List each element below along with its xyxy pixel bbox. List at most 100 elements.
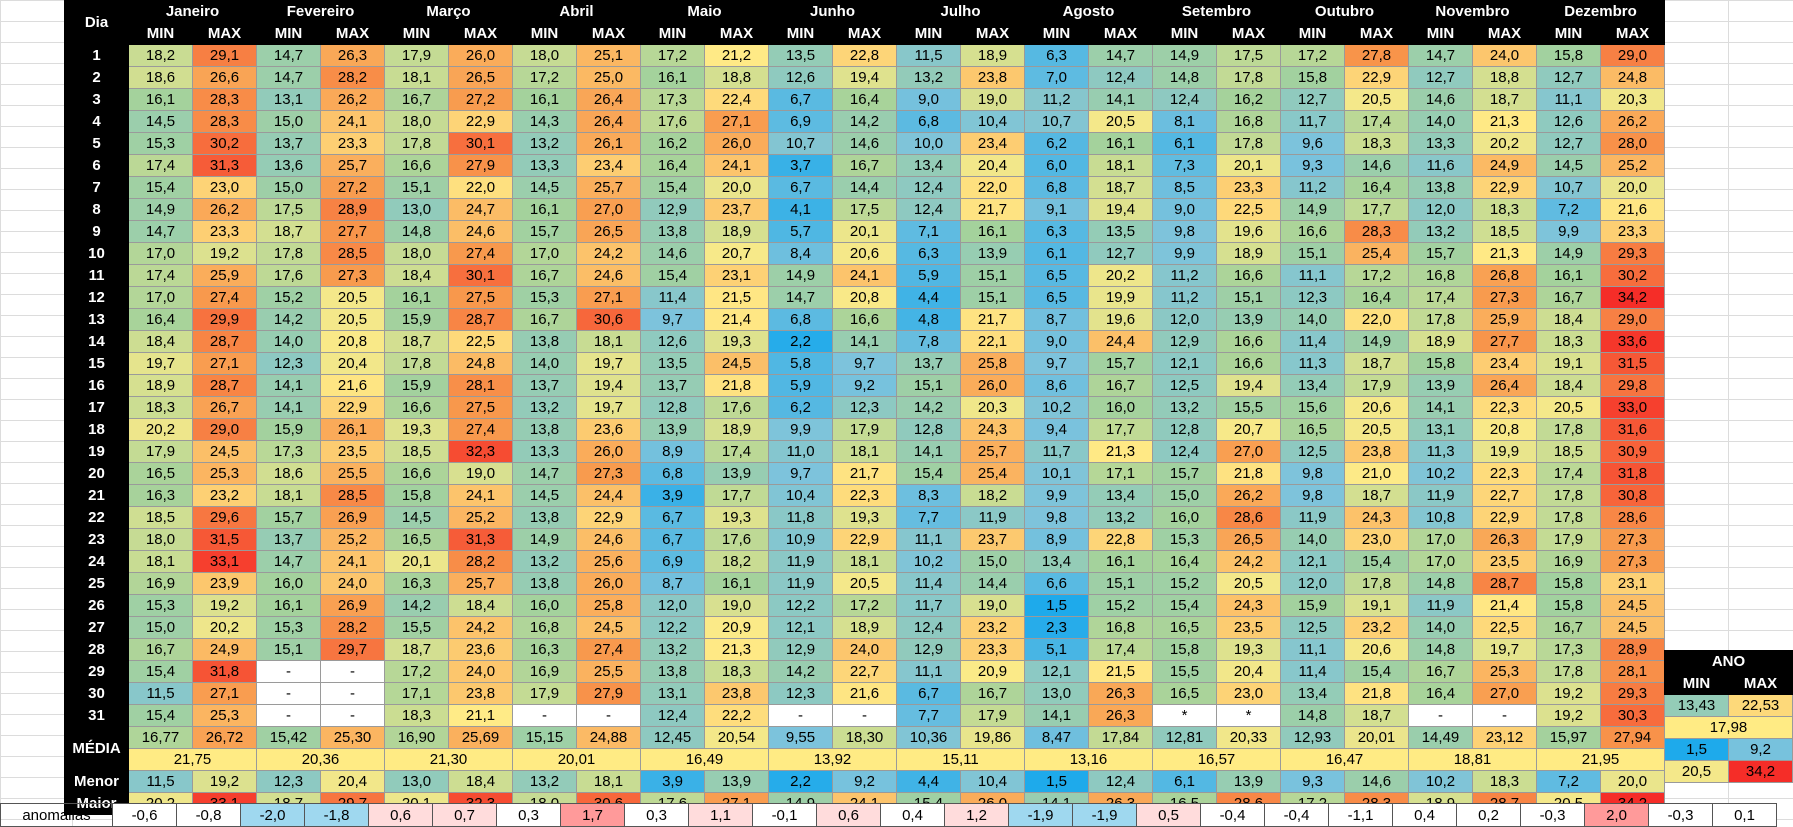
- temp-cell[interactable]: 20,2: [192, 616, 257, 639]
- min-header[interactable]: MIN: [1408, 22, 1473, 45]
- temp-cell[interactable]: 14,8: [1408, 572, 1473, 595]
- temp-cell[interactable]: 16,7: [1536, 616, 1601, 639]
- temp-cell[interactable]: 7,1: [896, 220, 961, 243]
- temp-cell[interactable]: 22,1: [960, 330, 1025, 353]
- anomaly-cell[interactable]: 2,0: [1584, 803, 1649, 827]
- day-label[interactable]: 29: [64, 660, 129, 683]
- media-avg-cell[interactable]: 16,57: [1152, 748, 1281, 771]
- temp-cell[interactable]: 10,9: [768, 528, 833, 551]
- temp-cell[interactable]: 12,4: [1152, 440, 1217, 463]
- temp-cell[interactable]: 20,1: [832, 220, 897, 243]
- temp-cell[interactable]: 16,8: [512, 616, 577, 639]
- temp-cell[interactable]: 15,7: [1152, 462, 1217, 485]
- temp-cell[interactable]: 13,8: [512, 418, 577, 441]
- temp-cell[interactable]: 23,6: [448, 638, 513, 661]
- temp-cell[interactable]: 27,3: [1600, 550, 1665, 573]
- temp-cell[interactable]: 12,3: [832, 396, 897, 419]
- temp-cell[interactable]: 17,0: [1408, 550, 1473, 573]
- temp-cell[interactable]: 27,1: [192, 682, 257, 705]
- month-header-7[interactable]: Agosto: [1024, 0, 1153, 23]
- temp-cell[interactable]: 17,0: [1408, 528, 1473, 551]
- temp-cell[interactable]: 17,5: [832, 198, 897, 221]
- temp-cell[interactable]: 18,1: [384, 66, 449, 89]
- temp-cell[interactable]: 14,9: [512, 528, 577, 551]
- media-cell[interactable]: 10,36: [896, 726, 961, 749]
- temp-cell[interactable]: -: [256, 682, 321, 705]
- temp-cell[interactable]: 2,3: [1024, 616, 1089, 639]
- temp-cell[interactable]: 17,9: [1344, 374, 1409, 397]
- temp-cell[interactable]: 20,2: [128, 418, 193, 441]
- temp-cell[interactable]: 4,1: [768, 198, 833, 221]
- temp-cell[interactable]: 9,0: [1152, 198, 1217, 221]
- media-avg-cell[interactable]: 20,36: [256, 748, 385, 771]
- temp-cell[interactable]: 15,5: [1216, 396, 1281, 419]
- temp-cell[interactable]: 26,0: [576, 572, 641, 595]
- temp-cell[interactable]: 12,1: [1280, 550, 1345, 573]
- temp-cell[interactable]: 7,0: [1024, 66, 1089, 89]
- temp-cell[interactable]: 15,4: [1344, 550, 1409, 573]
- temp-cell[interactable]: 26,1: [320, 418, 385, 441]
- temp-cell[interactable]: 22,8: [1088, 528, 1153, 551]
- temp-cell[interactable]: 25,5: [320, 462, 385, 485]
- media-cell[interactable]: 25,69: [448, 726, 513, 749]
- temp-cell[interactable]: 11,9: [1408, 594, 1473, 617]
- temp-cell[interactable]: 20,8: [1472, 418, 1537, 441]
- temp-cell[interactable]: 14,1: [256, 396, 321, 419]
- temp-cell[interactable]: 10,1: [1024, 462, 1089, 485]
- temp-cell[interactable]: 7,7: [896, 506, 961, 529]
- temp-cell[interactable]: 18,1: [832, 440, 897, 463]
- temp-cell[interactable]: 6,8: [640, 462, 705, 485]
- temp-cell[interactable]: 10,2: [896, 550, 961, 573]
- temp-cell[interactable]: 23,1: [1600, 572, 1665, 595]
- temp-cell[interactable]: 12,7: [1536, 66, 1601, 89]
- day-label[interactable]: 10: [64, 242, 129, 265]
- temp-cell[interactable]: 14,5: [384, 506, 449, 529]
- temp-cell[interactable]: 17,8: [1536, 660, 1601, 683]
- temp-cell[interactable]: 20,0: [1600, 176, 1665, 199]
- max-header[interactable]: MAX: [1344, 22, 1409, 45]
- temp-cell[interactable]: 16,6: [832, 308, 897, 331]
- temp-cell[interactable]: 13,3: [1408, 132, 1473, 155]
- temp-cell[interactable]: 13,4: [896, 154, 961, 177]
- temp-cell[interactable]: 19,4: [1216, 374, 1281, 397]
- temp-cell[interactable]: 16,1: [960, 220, 1025, 243]
- temp-cell[interactable]: 18,9: [832, 616, 897, 639]
- temp-cell[interactable]: 12,3: [256, 352, 321, 375]
- temp-cell[interactable]: 12,8: [896, 418, 961, 441]
- temp-cell[interactable]: 22,9: [576, 506, 641, 529]
- temp-cell[interactable]: 18,9: [1408, 330, 1473, 353]
- temp-cell[interactable]: 25,9: [192, 264, 257, 287]
- menor-cell[interactable]: 12,3: [256, 770, 321, 793]
- temp-cell[interactable]: 15,3: [128, 594, 193, 617]
- temp-cell[interactable]: 11,9: [768, 550, 833, 573]
- temp-cell[interactable]: 12,1: [1024, 660, 1089, 683]
- temp-cell[interactable]: 29,3: [1600, 682, 1665, 705]
- temp-cell[interactable]: 21,3: [704, 638, 769, 661]
- temp-cell[interactable]: 17,9: [128, 440, 193, 463]
- temp-cell[interactable]: 1,5: [1024, 594, 1089, 617]
- temp-cell[interactable]: 11,9: [1408, 484, 1473, 507]
- temp-cell[interactable]: 15,1: [1088, 572, 1153, 595]
- temp-cell[interactable]: 18,8: [1472, 66, 1537, 89]
- temp-cell[interactable]: 34,2: [1600, 286, 1665, 309]
- temp-cell[interactable]: 16,1: [512, 198, 577, 221]
- menor-cell[interactable]: 13,0: [384, 770, 449, 793]
- temp-cell[interactable]: 17,4: [1408, 286, 1473, 309]
- temp-cell[interactable]: 31,5: [1600, 352, 1665, 375]
- menor-cell[interactable]: 9,2: [832, 770, 897, 793]
- temp-cell[interactable]: 25,3: [192, 462, 257, 485]
- temp-cell[interactable]: 19,3: [384, 418, 449, 441]
- temp-cell[interactable]: 18,1: [1088, 154, 1153, 177]
- day-label[interactable]: 26: [64, 594, 129, 617]
- temp-cell[interactable]: 6,0: [1024, 154, 1089, 177]
- day-label[interactable]: 11: [64, 264, 129, 287]
- temp-cell[interactable]: 24,6: [576, 528, 641, 551]
- temp-cell[interactable]: 15,8: [384, 484, 449, 507]
- month-header-4[interactable]: Maio: [640, 0, 769, 23]
- temp-cell[interactable]: 15,0: [1152, 484, 1217, 507]
- temp-cell[interactable]: 20,5: [1344, 88, 1409, 111]
- temp-cell[interactable]: 24,3: [960, 418, 1025, 441]
- temp-cell[interactable]: 17,9: [832, 418, 897, 441]
- menor-label[interactable]: Menor: [64, 770, 129, 793]
- temp-cell[interactable]: 23,2: [960, 616, 1025, 639]
